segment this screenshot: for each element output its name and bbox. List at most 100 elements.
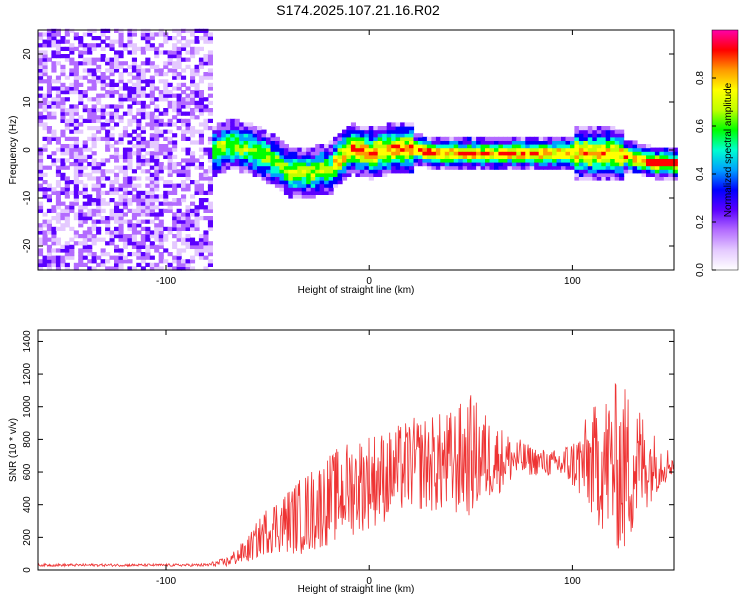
heatmap-cell bbox=[136, 190, 142, 195]
heatmap-cell bbox=[453, 151, 459, 156]
heatmap-cell bbox=[60, 108, 66, 113]
heatmap-cell bbox=[154, 122, 160, 127]
heatmap-cell bbox=[529, 144, 535, 149]
heatmap-cell bbox=[172, 68, 178, 73]
heatmap-cell bbox=[266, 154, 272, 159]
heatmap-cell bbox=[596, 176, 602, 181]
heatmap-cell bbox=[55, 194, 61, 199]
heatmap-cell bbox=[225, 129, 231, 134]
heatmap-cell bbox=[136, 248, 142, 253]
heatmap-cell bbox=[114, 57, 120, 62]
heatmap-cell bbox=[136, 165, 142, 170]
heatmap-cell bbox=[274, 162, 280, 167]
heatmap-cell bbox=[140, 158, 146, 163]
heatmap-cell bbox=[55, 54, 61, 59]
heatmap-cell bbox=[328, 140, 334, 145]
heatmap-cell bbox=[431, 154, 437, 159]
heatmap-cell bbox=[82, 158, 88, 163]
heatmap-cell bbox=[543, 144, 549, 149]
heatmap-cell bbox=[154, 165, 160, 170]
heatmap-cell bbox=[140, 140, 146, 145]
heatmap-cell bbox=[350, 129, 356, 134]
heatmap-cell bbox=[605, 165, 611, 170]
heatmap-cell bbox=[176, 212, 182, 217]
heatmap-cell bbox=[60, 176, 66, 181]
heatmap-cell bbox=[207, 226, 213, 231]
heatmap-cell bbox=[257, 172, 263, 177]
heatmap-cell bbox=[502, 147, 508, 152]
heatmap-cell bbox=[359, 126, 365, 131]
heatmap-cell bbox=[337, 180, 343, 185]
heatmap-cell bbox=[386, 126, 392, 131]
heatmap-cell bbox=[109, 144, 115, 149]
heatmap-cell bbox=[140, 36, 146, 41]
heatmap-cell bbox=[136, 194, 142, 199]
heatmap-cell bbox=[578, 133, 584, 138]
heatmap-cell bbox=[122, 183, 128, 188]
heatmap-cell bbox=[333, 158, 339, 163]
heatmap-cell bbox=[100, 172, 106, 177]
heatmap-cell bbox=[373, 126, 379, 131]
heatmap-cell bbox=[507, 158, 513, 163]
heatmap-cell bbox=[163, 72, 169, 77]
heatmap-cell bbox=[167, 122, 173, 127]
heatmap-cell bbox=[73, 158, 79, 163]
heatmap-cell bbox=[279, 144, 285, 149]
heatmap-cell bbox=[181, 57, 187, 62]
heatmap-cell bbox=[167, 50, 173, 55]
heatmap-cell bbox=[243, 129, 249, 134]
heatmap-cell bbox=[127, 50, 133, 55]
heatmap-cell bbox=[234, 140, 240, 145]
heatmap-cell bbox=[654, 154, 660, 159]
heatmap-cell bbox=[319, 172, 325, 177]
heatmap-cell bbox=[198, 90, 204, 95]
heatmap-cell bbox=[525, 154, 531, 159]
heatmap-cell bbox=[306, 165, 312, 170]
heatmap-cell bbox=[243, 169, 249, 174]
heatmap-cell bbox=[122, 129, 128, 134]
heatmap-cell bbox=[38, 79, 44, 84]
heatmap-cell bbox=[203, 57, 209, 62]
heatmap-cell bbox=[136, 176, 142, 181]
heatmap-cell bbox=[105, 223, 111, 228]
heatmap-cell bbox=[158, 241, 164, 246]
heatmap-cell bbox=[82, 194, 88, 199]
heatmap-cell bbox=[212, 172, 218, 177]
heatmap-cell bbox=[350, 147, 356, 152]
heatmap-cell bbox=[556, 144, 562, 149]
heatmap-cell bbox=[38, 36, 44, 41]
heatmap-cell bbox=[346, 136, 352, 141]
heatmap-cell bbox=[78, 154, 84, 159]
heatmap-cell bbox=[377, 129, 383, 134]
heatmap-cell bbox=[46, 266, 52, 271]
heatmap-cell bbox=[87, 234, 93, 239]
heatmap-cell bbox=[78, 115, 84, 120]
heatmap-cell bbox=[145, 252, 151, 257]
heatmap-cell bbox=[198, 133, 204, 138]
heatmap-cell bbox=[368, 133, 374, 138]
heatmap-cell bbox=[337, 154, 343, 159]
heatmap-cell bbox=[207, 50, 213, 55]
heatmap-cell bbox=[109, 39, 115, 44]
heatmap-cell bbox=[46, 237, 52, 242]
heatmap-cell bbox=[426, 147, 432, 152]
heatmap-cell bbox=[105, 61, 111, 66]
heatmap-cell bbox=[274, 140, 280, 145]
heatmap-cell bbox=[605, 176, 611, 181]
heatmap-cell bbox=[163, 234, 169, 239]
heatmap-cell bbox=[319, 154, 325, 159]
heatmap-cell bbox=[55, 241, 61, 246]
heatmap-cell bbox=[42, 122, 48, 127]
heatmap-cell bbox=[51, 234, 57, 239]
heatmap-cell bbox=[176, 32, 182, 37]
heatmap-cell bbox=[82, 241, 88, 246]
heatmap-cell bbox=[413, 158, 419, 163]
heatmap-cell bbox=[435, 165, 441, 170]
heatmap-cell bbox=[494, 158, 500, 163]
heatmap-cell bbox=[359, 165, 365, 170]
heatmap-cell bbox=[333, 165, 339, 170]
heatmap-cell bbox=[91, 198, 97, 203]
heatmap-cell bbox=[346, 162, 352, 167]
snr-series-line bbox=[37, 382, 675, 568]
heatmap-cell bbox=[462, 162, 468, 167]
